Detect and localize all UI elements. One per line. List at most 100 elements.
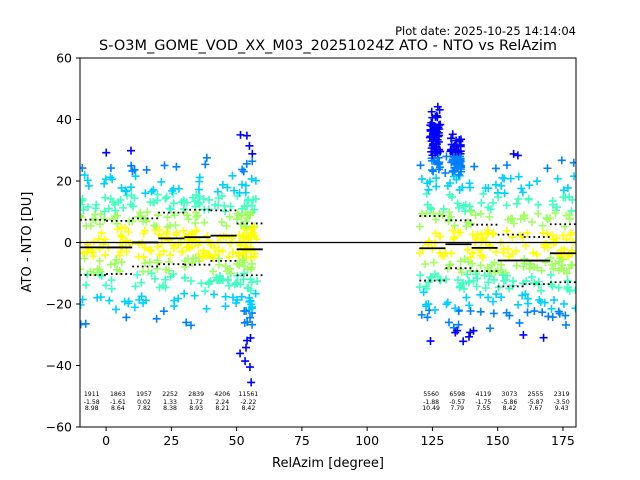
scatter-point (227, 269, 236, 278)
scatter-point (520, 254, 529, 263)
scatter-point (538, 308, 547, 317)
scatter-point (492, 290, 501, 299)
scatter-point (135, 295, 144, 304)
bin-count-label: 1957 (136, 391, 152, 398)
scatter-point (160, 161, 169, 170)
scatter-point (500, 189, 509, 198)
scatter-point (548, 261, 557, 270)
scatter-point (525, 260, 534, 269)
scatter-point (147, 269, 156, 278)
scatter-point (169, 270, 178, 279)
scatter-point (170, 244, 179, 253)
scatter-point (220, 201, 229, 210)
scatter-point (245, 141, 254, 150)
scatter-point (82, 248, 91, 257)
scatter-point (117, 223, 126, 232)
bin-std-label: 7.79 (450, 405, 464, 412)
scatter-point (242, 343, 251, 352)
scatter-point (431, 305, 440, 314)
scatter-point (245, 313, 254, 322)
scatter-point (502, 226, 511, 235)
scatter-point (523, 229, 532, 238)
scatter-point (251, 289, 260, 298)
scatter-point (537, 286, 546, 295)
scatter-point (241, 181, 250, 190)
scatter-point (548, 200, 557, 209)
scatter-point (94, 234, 103, 243)
scatter-point (559, 186, 568, 195)
scatter-point (80, 320, 85, 329)
scatter-point (202, 304, 211, 313)
scatter-point (448, 226, 457, 235)
scatter-point (95, 244, 104, 253)
scatter-point (122, 236, 131, 245)
x-tick-label: 125 (420, 433, 444, 448)
scatter-point (228, 171, 237, 180)
scatter-point (453, 153, 462, 162)
scatter-point (417, 175, 426, 184)
scatter-point (95, 256, 104, 265)
scatter-point (514, 300, 523, 309)
scatter-point (535, 295, 544, 304)
scatter-point (80, 254, 89, 263)
scatter-point (240, 262, 249, 271)
scatter-point (554, 307, 563, 316)
scatter-point (566, 230, 575, 239)
bin-std-label: 10.49 (422, 405, 440, 412)
scatter-point (430, 156, 439, 165)
scatter-point (498, 173, 507, 182)
scatter-point (218, 247, 227, 256)
scatter-point (237, 211, 246, 220)
scatter-point (484, 203, 493, 212)
scatter-point (123, 191, 132, 200)
bin-count-label: 6598 (449, 391, 465, 398)
scatter-point (464, 278, 473, 287)
scatter-point (441, 168, 450, 177)
scatter-point (141, 243, 150, 252)
scatter-point (232, 298, 241, 307)
scatter-point (427, 118, 436, 127)
scatter-point (100, 179, 109, 188)
scatter-point (476, 261, 485, 270)
scatter-point (244, 234, 253, 243)
scatter-point (80, 194, 87, 203)
scatter-point (147, 246, 156, 255)
scatter-point (228, 248, 237, 257)
scatter-point (552, 203, 561, 212)
scatter-point (509, 149, 518, 158)
scatter-point (241, 357, 250, 366)
x-tick-label: 50 (229, 433, 245, 448)
scatter-point (191, 218, 200, 227)
scatter-point (118, 233, 127, 242)
scatter-point (242, 159, 251, 168)
scatter-point (165, 221, 174, 230)
scatter-point (182, 318, 191, 327)
scatter-point (210, 244, 219, 253)
scatter-point (434, 121, 443, 130)
scatter-point (468, 230, 477, 239)
scatter-point (528, 218, 537, 227)
bin-std-label: 7.55 (476, 405, 490, 412)
scatter-point (415, 283, 424, 292)
scatter-point (253, 277, 262, 286)
scatter-point (565, 286, 574, 295)
scatter-point (237, 180, 246, 189)
scatter-point (180, 289, 189, 298)
scatter-point (436, 147, 445, 156)
scatter-point (523, 294, 532, 303)
scatter-point (478, 253, 487, 262)
scatter-point (124, 297, 133, 306)
scatter-point (450, 233, 459, 242)
scatter-point (518, 188, 527, 197)
scatter-point (221, 292, 230, 301)
scatter-point (465, 301, 474, 310)
scatter-point (456, 228, 465, 237)
scatter-point (557, 156, 566, 165)
bin-count-label: 2555 (528, 391, 544, 398)
scatter-point (162, 230, 171, 239)
scatter-point (477, 198, 486, 207)
scatter-point (425, 236, 434, 245)
scatter-point (239, 167, 248, 176)
scatter-point (468, 248, 477, 257)
scatter-point (204, 195, 213, 204)
